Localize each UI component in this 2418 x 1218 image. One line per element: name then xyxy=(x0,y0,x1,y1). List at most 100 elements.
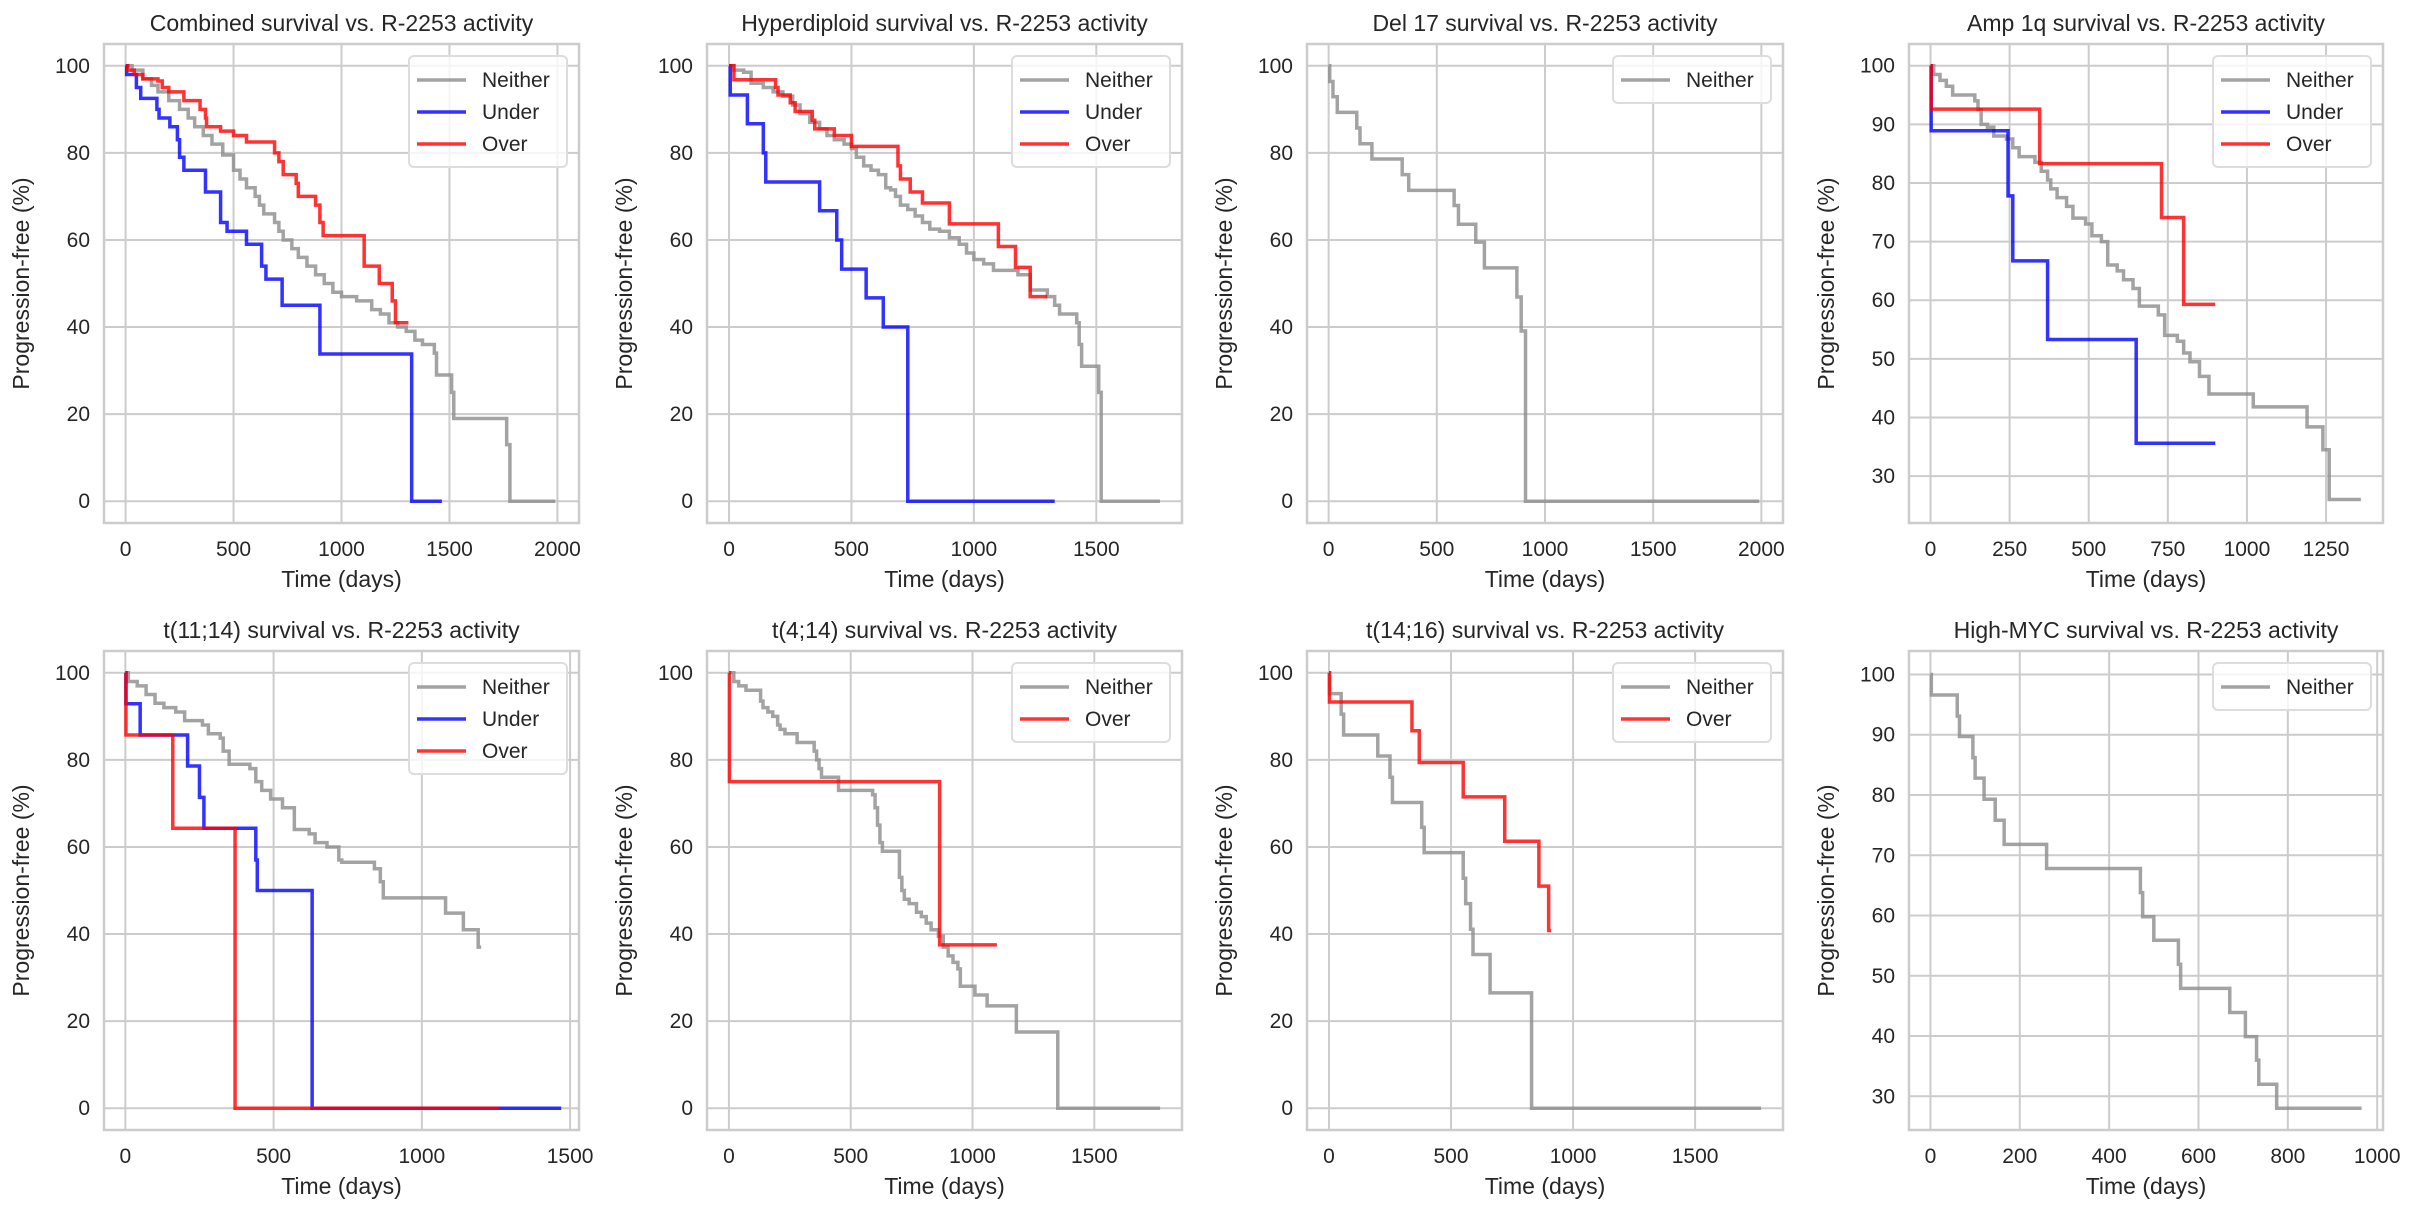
series-line-over xyxy=(124,671,499,1110)
y-tick-label: 60 xyxy=(670,229,693,252)
axes-frame xyxy=(705,42,1184,525)
legend-label: Under xyxy=(2286,101,2343,124)
y-tick-label: 100 xyxy=(658,662,693,685)
chart-title: Del 17 survival vs. R-2253 activity xyxy=(1372,10,1718,36)
legend: Neither xyxy=(1612,55,1772,104)
x-axis-label: Time (days) xyxy=(1485,566,1606,592)
legend-box xyxy=(1612,55,1772,104)
x-tick-label: 0 xyxy=(1925,1145,1937,1168)
axes-frame xyxy=(102,42,581,525)
panel-5: 0 500 1000 1500 0 20 40 60 80 100 t(11;14) surviva… xyxy=(8,617,593,1199)
x-tick-label: 1500 xyxy=(1071,1145,1118,1168)
panel-4: 0 250 500 750 1000 1250 30 40 50 60 70 80 90 100 Amp 1… xyxy=(1813,10,2385,592)
y-tick-label: 30 xyxy=(1872,1085,1895,1108)
y-tick-label: 30 xyxy=(1872,465,1895,488)
y-tick-label: 20 xyxy=(67,403,90,426)
legend: Neither Under Over xyxy=(408,55,568,168)
chart-title: High-MYC survival vs. R-2253 activity xyxy=(1954,617,2339,643)
x-tick-label: 500 xyxy=(833,1145,868,1168)
y-tick-label: 60 xyxy=(1270,836,1293,859)
y-tick-label: 40 xyxy=(1872,1025,1895,1048)
y-tick-label: 80 xyxy=(67,142,90,165)
y-tick-label: 80 xyxy=(1872,172,1895,195)
x-tick-label: 1500 xyxy=(1672,1145,1719,1168)
y-axis-label: Progression-free (%) xyxy=(611,177,637,389)
x-tick-label: 0 xyxy=(1323,538,1335,561)
legend-box xyxy=(1011,55,1171,168)
y-axis-label: Progression-free (%) xyxy=(8,177,34,389)
y-tick-label: 60 xyxy=(67,836,90,859)
y-tick-label: 60 xyxy=(670,836,693,859)
axes-frame xyxy=(1907,649,2385,1132)
chart-title: Hyperdiploid survival vs. R-2253 activit… xyxy=(741,10,1148,36)
y-tick-label: 70 xyxy=(1872,844,1895,867)
y-tick-label: 0 xyxy=(681,1097,693,1120)
axes-frame xyxy=(102,649,581,1132)
x-tick-label: 1500 xyxy=(1073,538,1120,561)
legend-label: Neither xyxy=(2286,69,2354,92)
chart-title: Combined survival vs. R-2253 activity xyxy=(150,10,534,36)
x-tick-label: 1000 xyxy=(1522,538,1569,561)
x-tick-label: 500 xyxy=(1419,538,1454,561)
x-tick-label: 600 xyxy=(2181,1145,2216,1168)
y-tick-label: 20 xyxy=(1270,1010,1293,1033)
legend: Neither Over xyxy=(1612,662,1772,743)
y-tick-label: 20 xyxy=(1270,403,1293,426)
y-tick-label: 80 xyxy=(1872,784,1895,807)
y-tick-label: 100 xyxy=(1860,663,1895,686)
y-tick-label: 80 xyxy=(67,749,90,772)
legend: Neither Under Over xyxy=(1011,55,1171,168)
legend-label: Over xyxy=(1085,133,1131,156)
y-tick-label: 80 xyxy=(1270,142,1293,165)
x-tick-label: 1500 xyxy=(547,1145,594,1168)
x-axis-label: Time (days) xyxy=(884,1173,1005,1199)
axes-frame xyxy=(1305,42,1785,525)
x-tick-label: 2000 xyxy=(534,538,581,561)
series-line-neither xyxy=(1327,671,1762,1110)
x-tick-label: 400 xyxy=(2092,1145,2127,1168)
y-axis-label: Progression-free (%) xyxy=(611,784,637,996)
y-tick-label: 100 xyxy=(1258,662,1293,685)
panel-1: 0 500 1000 1500 2000 0 20 40 60 80 100 Combined sur… xyxy=(8,10,581,592)
legend-label: Neither xyxy=(1085,676,1153,699)
y-tick-label: 0 xyxy=(1281,1097,1293,1120)
y-tick-label: 80 xyxy=(1270,749,1293,772)
panel-6: 0 500 1000 1500 0 20 40 60 80 100 t(4;14) survival… xyxy=(611,617,1184,1199)
x-tick-label: 1500 xyxy=(426,538,473,561)
panel-3: 0 500 1000 1500 2000 0 20 40 60 80 100 Del 17 survi… xyxy=(1211,10,1785,592)
legend-label: Under xyxy=(482,708,539,731)
legend-box xyxy=(1011,662,1171,743)
x-tick-label: 0 xyxy=(1925,538,1937,561)
legend-label: Under xyxy=(482,101,539,124)
y-tick-label: 40 xyxy=(670,316,693,339)
series-line-neither xyxy=(729,64,1160,503)
x-tick-label: 800 xyxy=(2270,1145,2305,1168)
x-tick-label: 500 xyxy=(834,538,869,561)
x-tick-label: 500 xyxy=(256,1145,291,1168)
x-axis-label: Time (days) xyxy=(281,566,402,592)
series-line-over xyxy=(729,64,1048,299)
y-tick-label: 40 xyxy=(1270,923,1293,946)
y-tick-label: 0 xyxy=(681,490,693,513)
legend: Neither Under Over xyxy=(408,662,568,775)
axes-frame xyxy=(1907,42,2385,525)
y-tick-label: 90 xyxy=(1872,113,1895,136)
y-tick-label: 40 xyxy=(67,923,90,946)
legend-label: Neither xyxy=(2286,676,2354,699)
y-tick-label: 60 xyxy=(1270,229,1293,252)
series-line-neither xyxy=(125,671,482,949)
x-tick-label: 0 xyxy=(120,538,132,561)
legend: Neither xyxy=(2212,662,2372,711)
x-tick-label: 1000 xyxy=(949,1145,996,1168)
chart-title: t(4;14) survival vs. R-2253 activity xyxy=(772,617,1118,643)
y-tick-label: 100 xyxy=(658,55,693,78)
y-tick-label: 60 xyxy=(1872,289,1895,312)
series-line-under xyxy=(1929,63,2216,446)
series-line-over xyxy=(1929,63,2216,307)
x-tick-label: 500 xyxy=(216,538,251,561)
x-tick-label: 200 xyxy=(2002,1145,2037,1168)
series-line-neither xyxy=(728,671,1161,1110)
y-tick-label: 20 xyxy=(670,1010,693,1033)
legend-label: Neither xyxy=(1686,69,1754,92)
y-tick-label: 50 xyxy=(1872,348,1895,371)
